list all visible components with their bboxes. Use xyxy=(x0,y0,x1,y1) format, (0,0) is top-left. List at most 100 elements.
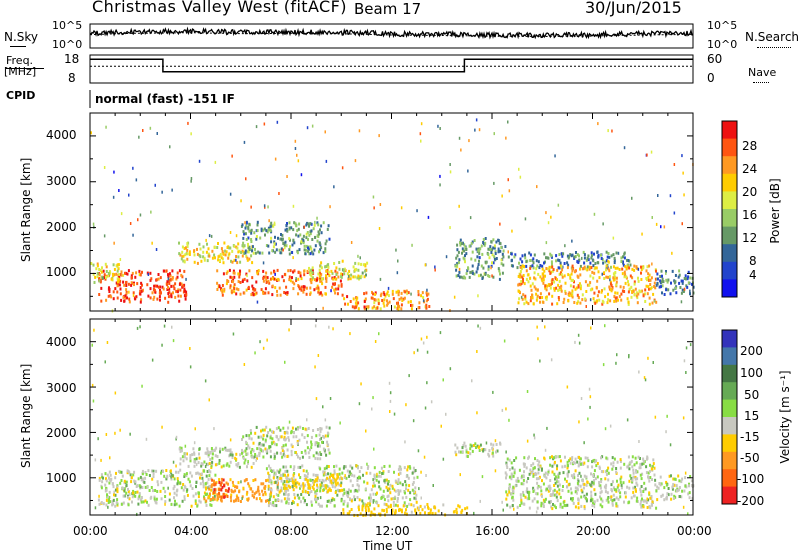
power-heatmap-cell xyxy=(660,280,663,284)
power-heatmap-cell xyxy=(279,237,282,241)
velocity-heatmap-cell xyxy=(377,480,380,484)
velocity-heatmap-cell xyxy=(142,500,145,504)
power-heatmap-cell xyxy=(471,264,474,268)
velocity-heatmap-cell xyxy=(207,477,210,481)
power-heatmap-cell xyxy=(320,231,323,235)
power-heatmap-cell xyxy=(170,292,173,296)
power-heatmap-cell xyxy=(193,249,196,253)
velocity-heatmap-cell xyxy=(557,455,560,459)
velocity-scatter-point xyxy=(175,437,177,441)
velocity-scatter-point xyxy=(204,379,207,383)
velocity-heatmap-cell xyxy=(547,470,550,474)
power-heatmap-cell xyxy=(327,224,330,228)
power-heatmap-cell xyxy=(336,271,339,275)
power-heatmap-cell xyxy=(342,269,345,272)
velocity-heatmap-cell xyxy=(294,451,297,454)
velocity-heatmap-cell xyxy=(492,454,495,458)
velocity-scatter-point xyxy=(505,407,507,411)
power-scatter-point xyxy=(449,163,451,166)
velocity-heatmap-cell xyxy=(152,469,155,473)
velocity-heatmap-cell xyxy=(383,479,386,483)
power-heatmap-cell xyxy=(541,296,544,299)
power-heatmap-cell xyxy=(400,307,403,311)
velocity-heatmap-cell xyxy=(280,499,283,503)
power-heatmap-cell xyxy=(661,277,664,281)
velocity-heatmap-cell xyxy=(593,460,596,464)
power-heatmap-cell xyxy=(631,267,634,271)
velocity-heatmap-cell xyxy=(320,481,323,485)
velocity-cbar-tick: 15 xyxy=(744,409,760,423)
velocity-colorbar-swatch xyxy=(722,451,737,470)
power-heatmap-cell xyxy=(601,302,604,306)
velocity-heatmap-cell xyxy=(155,497,158,501)
power-heatmap-cell xyxy=(484,273,487,276)
velocity-heatmap-cell xyxy=(550,505,553,509)
power-heatmap-cell xyxy=(538,266,541,270)
velocity-heatmap-cell xyxy=(362,473,364,477)
velocity-heatmap-cell xyxy=(296,427,299,431)
velocity-heatmap-cell xyxy=(349,464,352,468)
power-heatmap-cell xyxy=(612,253,615,257)
velocity-scatter-point xyxy=(109,456,111,460)
power-heatmap-cell xyxy=(357,307,360,311)
power-heatmap-cell xyxy=(482,266,485,270)
velocity-heatmap-cell xyxy=(283,483,286,487)
power-heatmap-cell xyxy=(529,253,532,257)
x-tick: 00:00 xyxy=(677,524,712,538)
velocity-heatmap-cell xyxy=(466,455,469,458)
velocity-heatmap-cell xyxy=(256,489,259,493)
power-heatmap-cell xyxy=(302,285,305,289)
power-heatmap-cell xyxy=(601,258,604,262)
velocity-heatmap-cell xyxy=(585,483,588,487)
velocity-heatmap-cell xyxy=(310,443,313,446)
velocity-heatmap-cell xyxy=(137,477,140,481)
velocity-heatmap-cell xyxy=(526,487,529,491)
power-heatmap-cell xyxy=(340,275,343,279)
velocity-heatmap-cell xyxy=(105,479,108,483)
power-heatmap-cell xyxy=(125,271,128,275)
power-heatmap-cell xyxy=(308,266,310,270)
power-heatmap-cell xyxy=(182,290,185,294)
velocity-heatmap-cell xyxy=(401,483,404,487)
power-heatmap-cell xyxy=(221,293,224,297)
velocity-heatmap-cell xyxy=(181,455,184,459)
power-heatmap-cell xyxy=(107,294,110,298)
power-scatter-point xyxy=(641,232,643,236)
power-heatmap-cell xyxy=(241,244,244,248)
power-heatmap-cell xyxy=(613,256,616,260)
velocity-heatmap-cell xyxy=(335,483,338,487)
power-heatmap-cell xyxy=(521,260,524,264)
velocity-heatmap-cell xyxy=(512,498,515,502)
power-heatmap-cell xyxy=(263,227,266,231)
power-heatmap-cell xyxy=(310,281,313,285)
velocity-heatmap-cell xyxy=(258,442,261,445)
power-heatmap-cell xyxy=(674,274,677,277)
power-heatmap-cell xyxy=(619,285,622,289)
power-heatmap-cell xyxy=(603,277,606,280)
power-heatmap-cell xyxy=(171,277,174,281)
power-heatmap-cell xyxy=(689,276,692,280)
power-heatmap-cell xyxy=(606,301,609,305)
power-scatter-point xyxy=(171,188,173,192)
velocity-heatmap-cell xyxy=(529,468,532,472)
velocity-heatmap-cell xyxy=(141,469,144,473)
velocity-heatmap-cell xyxy=(616,504,619,508)
velocity-heatmap-cell xyxy=(363,480,366,484)
velocity-heatmap-cell xyxy=(434,512,437,516)
power-heatmap-cell xyxy=(346,295,349,299)
velocity-scatter-point xyxy=(189,365,192,369)
power-heatmap-cell xyxy=(321,282,324,286)
power-heatmap-cell xyxy=(491,253,494,257)
velocity-scatter-point xyxy=(339,421,341,425)
velocity-heatmap-cell xyxy=(174,499,176,503)
power-heatmap-cell xyxy=(333,262,336,265)
power-heatmap-cell xyxy=(178,241,180,245)
velocity-heatmap-cell xyxy=(580,495,583,499)
velocity-heatmap-cell xyxy=(311,479,314,482)
velocity-heatmap-cell xyxy=(285,501,288,505)
velocity-heatmap-cell xyxy=(327,489,330,492)
velocity-heatmap-cell xyxy=(100,486,103,490)
power-heatmap-cell xyxy=(347,277,350,281)
power-heatmap-cell xyxy=(310,268,313,272)
velocity-heatmap-cell xyxy=(290,453,293,457)
